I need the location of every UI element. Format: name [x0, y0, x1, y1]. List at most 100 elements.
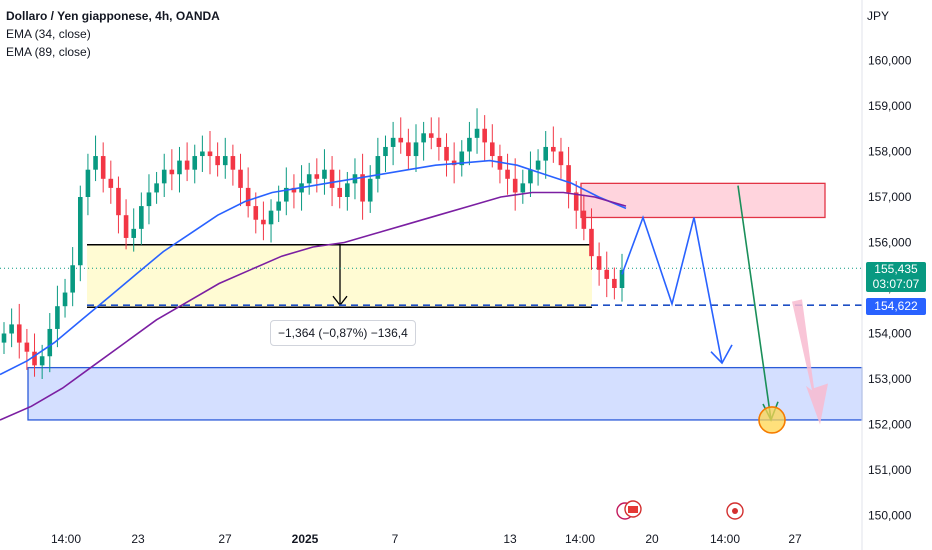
annotation-layer — [0, 182, 863, 421]
candle-body — [200, 151, 205, 157]
candle-body — [238, 169, 243, 188]
candle-body — [367, 178, 373, 202]
candle — [428, 117, 434, 150]
candle-body — [16, 324, 22, 343]
candle — [467, 121, 472, 166]
candle-body — [146, 192, 152, 207]
candle — [459, 140, 465, 177]
candle-body — [612, 278, 617, 288]
candle-body — [215, 156, 220, 166]
candle-body — [261, 219, 266, 225]
candle — [604, 251, 610, 298]
candle — [146, 174, 152, 225]
candle-body — [314, 174, 320, 179]
candle-body — [528, 169, 533, 184]
time-axis: 14:00 23 27 2025 7 13 14:00 20 14:00 27 — [51, 532, 802, 546]
candle-body — [123, 215, 129, 238]
candle-body — [116, 187, 121, 216]
projection-arrows — [621, 185, 828, 434]
event-markers — [616, 500, 744, 520]
price-tick-label: 150,000 — [868, 509, 912, 523]
candle-body — [474, 128, 480, 138]
candle-body — [24, 342, 30, 352]
candle-body — [154, 183, 159, 193]
legend-ema-89[interactable]: EMA (89, close) — [6, 45, 91, 59]
candle-body — [62, 292, 68, 307]
candle — [291, 174, 297, 209]
candle-body — [543, 146, 549, 161]
candle-body — [489, 142, 495, 157]
green-projection-line — [737, 185, 772, 421]
time-tick-label: 13 — [503, 532, 517, 546]
current-price-tag: 155,435 03:07:07 — [866, 262, 926, 292]
candle-body — [77, 197, 83, 266]
time-tick-label: 27 — [788, 532, 802, 546]
candle — [85, 153, 91, 216]
candle-body — [169, 169, 175, 175]
candle-body — [70, 265, 75, 293]
time-tick-label: 14:00 — [565, 532, 595, 546]
candle — [230, 144, 236, 186]
candle-body — [207, 151, 213, 157]
candle — [62, 278, 68, 318]
candle — [261, 201, 266, 241]
level-price-tag: 154,622 — [866, 298, 926, 315]
candle — [322, 149, 327, 195]
candle — [444, 133, 449, 177]
time-tick-label: 20 — [645, 532, 659, 546]
candle-body — [1, 333, 7, 343]
candle-body — [322, 169, 327, 179]
candle-body — [253, 206, 259, 220]
candle-body — [55, 306, 60, 329]
candle — [9, 308, 14, 348]
candle-body — [283, 187, 289, 202]
candle-body — [177, 160, 182, 175]
candle-body — [184, 160, 190, 170]
candle-body — [398, 137, 404, 143]
legend-ema-34[interactable]: EMA (34, close) — [6, 27, 91, 41]
candle — [70, 247, 75, 307]
candle — [1, 322, 7, 354]
candle — [497, 144, 503, 184]
candle-body — [406, 142, 411, 157]
candle-body — [337, 187, 343, 197]
candle — [413, 124, 419, 172]
candle — [573, 181, 579, 229]
candle-body — [268, 210, 274, 225]
candle — [306, 162, 312, 195]
candle — [558, 137, 564, 179]
candle-body — [230, 156, 236, 170]
range-measure-label: −1,364 (−0,87%) −136,4 — [270, 320, 416, 346]
candle — [367, 165, 373, 213]
candle-body — [192, 156, 198, 170]
price-tick-label: 159,000 — [868, 99, 912, 113]
candle-body — [39, 356, 45, 366]
candle-body — [390, 137, 396, 147]
price-tick-label: 158,000 — [868, 145, 912, 159]
candle — [505, 153, 510, 195]
candle — [390, 121, 396, 166]
candle — [551, 126, 556, 163]
candle — [24, 328, 30, 370]
chart-legend: Dollaro / Yen giapponese, 4h, OANDA EMA … — [6, 7, 220, 61]
candle — [108, 160, 114, 204]
candle-body — [459, 151, 465, 166]
candle-body — [93, 156, 98, 170]
currency-label: JPY — [867, 9, 890, 23]
candle — [421, 121, 426, 161]
candle — [619, 253, 625, 302]
target-circle — [758, 406, 786, 434]
event-marker-dot — [732, 508, 738, 514]
candle — [207, 131, 213, 175]
candle-body — [573, 192, 579, 211]
candle — [245, 167, 251, 218]
candle — [337, 169, 343, 209]
time-tick-label: 2025 — [292, 532, 319, 546]
candle — [222, 137, 228, 179]
candle — [268, 199, 274, 243]
candle-body — [512, 178, 518, 193]
candle — [116, 176, 121, 234]
candle — [184, 142, 190, 182]
candle — [161, 153, 167, 197]
